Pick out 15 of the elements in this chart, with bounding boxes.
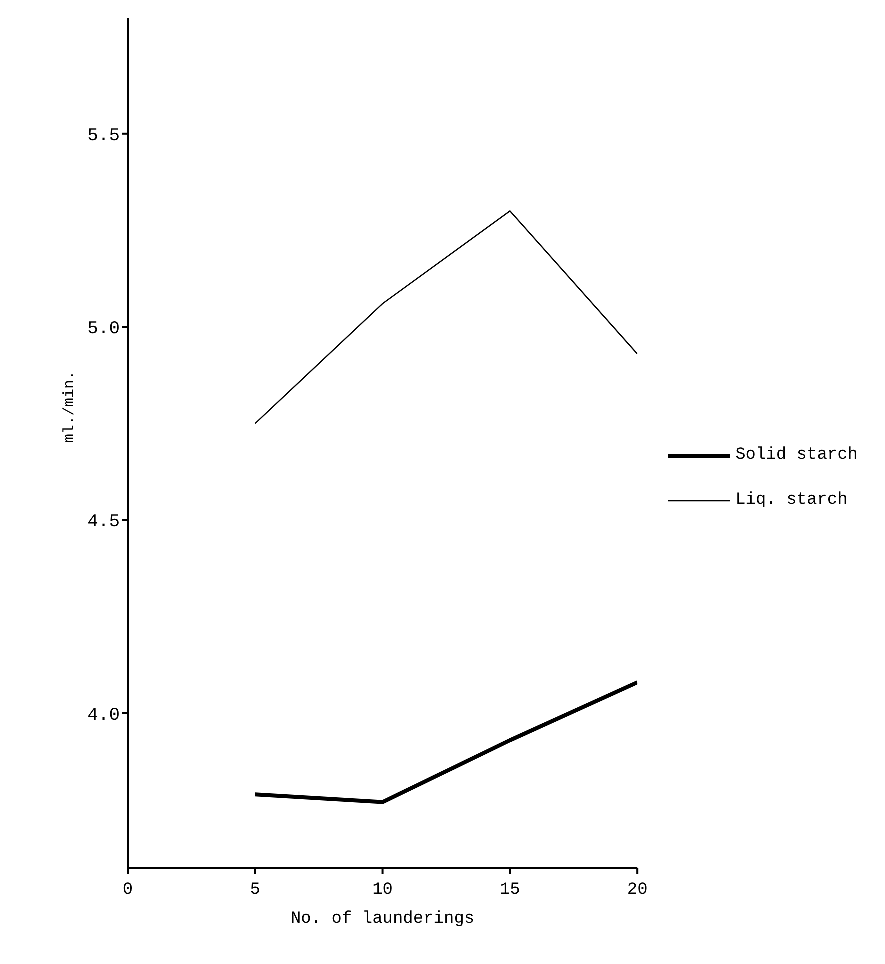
x-tick-label: 20 — [627, 881, 648, 900]
x-tick-label: 5 — [250, 881, 260, 900]
legend-label: Liq. starch — [736, 491, 848, 510]
y-tick-label: 4.5 — [88, 512, 120, 533]
y-tick-label: 4.0 — [88, 706, 120, 726]
x-axis-title: No. of launderings — [290, 910, 475, 929]
y-axis-title: ml./min. — [61, 370, 78, 443]
x-tick-label: 15 — [500, 881, 520, 900]
legend-label: Solid starch — [736, 446, 858, 465]
x-tick-label: 0 — [122, 881, 134, 900]
x-tick-label: 10 — [372, 881, 393, 900]
line-series — [253, 680, 638, 804]
line-series — [254, 210, 638, 424]
y-tick-label: 5.5 — [88, 126, 120, 146]
y-tick-label: 5.0 — [88, 319, 120, 340]
